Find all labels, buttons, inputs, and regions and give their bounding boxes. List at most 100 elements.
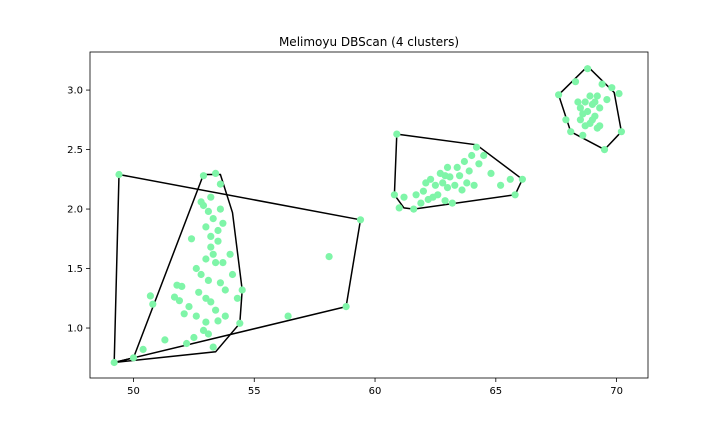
data-point	[598, 80, 606, 88]
data-point	[472, 143, 481, 151]
data-point	[209, 215, 217, 223]
data-point	[608, 84, 616, 92]
data-point	[480, 151, 488, 160]
data-point	[576, 104, 585, 112]
data-point	[400, 193, 408, 201]
x-axis: 50 55 60 65 70	[127, 378, 623, 397]
data-point	[139, 345, 147, 353]
data-point	[584, 107, 592, 116]
data-point	[571, 78, 580, 86]
data-point	[209, 250, 217, 258]
data-point	[470, 181, 478, 189]
data-point	[451, 181, 459, 189]
data-point	[591, 98, 599, 106]
x-tick-label: 65	[489, 386, 502, 397]
data-point	[497, 181, 505, 189]
data-point	[192, 264, 200, 273]
data-point	[110, 358, 118, 367]
data-point	[395, 204, 403, 212]
data-point	[212, 169, 220, 177]
cluster-hull-4	[557, 65, 623, 151]
data-point	[439, 179, 447, 187]
data-point	[555, 91, 563, 99]
data-point	[422, 179, 430, 187]
y-tick-label: 2.5	[67, 145, 83, 156]
data-point	[129, 354, 138, 362]
data-point	[221, 286, 229, 294]
chart-title: Melimoyu DBScan (4 clusters)	[279, 35, 459, 49]
cluster-hull-3	[393, 133, 524, 210]
data-point	[456, 172, 464, 180]
data-point	[443, 163, 452, 171]
data-point	[214, 237, 222, 245]
data-point	[356, 216, 365, 224]
x-tick-label: 70	[610, 386, 623, 397]
data-point	[465, 167, 473, 175]
data-point	[187, 235, 196, 243]
data-point	[178, 282, 186, 290]
data-point	[202, 223, 210, 231]
data-point	[221, 312, 229, 320]
data-point	[412, 191, 420, 199]
y-tick-label: 1.0	[67, 324, 83, 335]
data-point	[216, 205, 224, 213]
data-point	[574, 98, 582, 106]
data-point	[441, 197, 449, 205]
y-tick-label: 1.5	[67, 264, 83, 275]
data-point	[212, 259, 220, 267]
data-point	[468, 151, 476, 160]
data-point	[562, 116, 570, 124]
data-point	[149, 300, 157, 308]
data-point	[581, 122, 589, 130]
data-point	[209, 343, 217, 351]
data-point	[593, 92, 601, 100]
data-point	[207, 232, 215, 240]
data-point	[596, 104, 604, 112]
data-point	[202, 294, 210, 302]
data-point	[199, 326, 208, 334]
data-point	[431, 181, 439, 189]
data-point	[207, 193, 215, 201]
data-point	[518, 175, 527, 183]
data-point	[197, 270, 205, 279]
data-point	[146, 292, 154, 300]
data-point	[584, 65, 592, 73]
data-point	[588, 116, 597, 124]
x-tick-label: 50	[127, 386, 140, 397]
data-point	[216, 279, 224, 287]
data-point	[453, 163, 461, 171]
data-point	[199, 172, 208, 180]
data-point	[419, 187, 427, 195]
data-point	[615, 90, 623, 98]
data-point	[204, 207, 212, 215]
data-point	[197, 198, 205, 206]
data-point	[410, 205, 418, 213]
data-point	[183, 339, 191, 348]
data-point	[195, 288, 203, 296]
plot-frame	[89, 51, 649, 379]
data-point	[185, 303, 193, 311]
data-point	[579, 131, 587, 139]
data-point	[617, 128, 626, 136]
data-point	[214, 226, 222, 235]
cluster-hull-2	[113, 173, 362, 364]
data-point	[228, 270, 237, 279]
data-point	[463, 179, 471, 187]
data-point	[342, 303, 350, 311]
x-tick-label: 60	[369, 386, 382, 397]
data-point	[236, 319, 244, 327]
data-point	[390, 191, 398, 199]
data-point	[161, 336, 169, 344]
cluster-hull-1	[114, 173, 243, 364]
data-point	[448, 199, 456, 207]
data-point	[190, 333, 198, 342]
data-point	[216, 180, 224, 188]
data-point	[202, 318, 210, 326]
data-points	[110, 65, 626, 367]
data-point	[226, 250, 234, 258]
data-point	[115, 170, 123, 179]
data-point	[429, 193, 437, 201]
data-point	[175, 297, 183, 305]
data-point	[596, 122, 604, 130]
